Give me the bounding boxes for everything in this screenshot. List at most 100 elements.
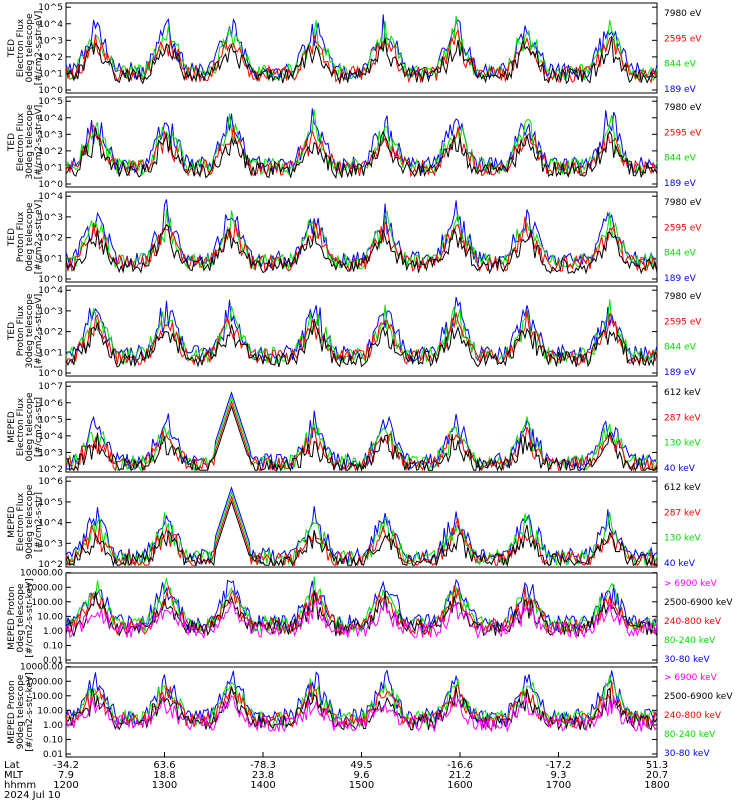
ytick-label: 1.00 <box>43 627 63 637</box>
series-trace-black <box>65 318 658 368</box>
ytick-label: 0.10 <box>43 641 63 651</box>
xtick-lat: 63.6 <box>153 760 175 771</box>
panel-8: 0.01 0.10 1.00 10.00 100.00 1000.00 10000.00ME… <box>7 663 733 760</box>
ytick-label: 10^4 <box>38 286 63 296</box>
ytick-label: 10^3 <box>38 539 63 549</box>
ylabel-line: TED <box>7 133 17 152</box>
ytick-label: 10^5 <box>38 97 63 107</box>
ytick-label: 10000.00 <box>20 663 63 673</box>
ytick-label: 10^4 <box>38 114 63 124</box>
xtick-lat: 51.3 <box>646 760 668 771</box>
legend-green: 844 eV <box>664 343 697 353</box>
ylabel-line: [#/cm2-s-str-keV] <box>25 672 35 751</box>
xtick-hhmm: 1800 <box>644 780 669 791</box>
ytick-label: 10^3 <box>38 307 63 317</box>
ylabel-line: MEPED Proton <box>7 680 17 743</box>
legend-green: 844 eV <box>664 60 697 70</box>
ytick-label: 10^1 <box>38 163 63 173</box>
ytick-label: 10^2 <box>38 147 63 157</box>
legend-green: 844 eV <box>664 249 697 259</box>
xaxis-row-label-mlt: MLT <box>4 770 24 781</box>
ylabel-line: 0deg telescope <box>16 583 26 653</box>
legend-black: 7980 eV <box>664 292 702 302</box>
ylabel-line: Proton Flux <box>16 211 26 262</box>
xtick-mlt: 9.3 <box>551 770 567 781</box>
ytick-label: 10^0 <box>38 369 63 379</box>
ytick-label: 100.00 <box>32 692 64 702</box>
series-trace-magenta <box>65 600 658 640</box>
ylabel-line: TED <box>7 228 17 247</box>
xtick-hhmm: 1600 <box>447 780 472 791</box>
series-trace-red <box>65 585 658 636</box>
legend-black: 2500-6900 keV <box>664 598 733 608</box>
series-trace-black <box>65 36 658 85</box>
ylabel-line: [#/cm2-s-str-eV] <box>34 11 44 86</box>
series-trace-black <box>65 499 657 568</box>
legend-red: 287 keV <box>664 508 701 518</box>
legend-green: 130 keV <box>664 534 701 544</box>
ytick-label: 1000.00 <box>26 583 63 593</box>
series-trace-green <box>65 209 658 271</box>
xtick-hhmm: 1700 <box>546 780 571 791</box>
legend-green: 844 eV <box>664 154 697 164</box>
ytick-label: 0.01 <box>43 750 63 760</box>
xtick-lat: -16.6 <box>447 760 473 771</box>
ytick-label: 10^2 <box>38 53 63 63</box>
ytick-label: 10^7 <box>38 382 63 392</box>
legend-red: 240-800 keV <box>664 711 722 721</box>
series-trace-blue <box>65 391 658 471</box>
ytick-label: 10^6 <box>38 477 63 487</box>
series-trace-black <box>65 590 658 638</box>
legend-black: 2500-6900 keV <box>664 692 733 702</box>
ytick-label: 10^5 <box>38 498 63 508</box>
xtick-hhmm: 1300 <box>152 780 177 791</box>
panel-3: 10^0 10^1 10^2 10^3 10^4 TED Proton Flux 0deg t… <box>7 191 702 285</box>
ytick-label: 10^0 <box>38 86 63 96</box>
series-trace-green <box>65 490 658 568</box>
ylabel-line: MEPED Proton <box>7 586 17 649</box>
xtick-lat: -78.3 <box>250 760 276 771</box>
panel-5: 10^2 10^3 10^4 10^5 10^6 10^7 MEPED Electron Fl… <box>7 381 701 475</box>
ylabel-line: TED <box>7 39 17 58</box>
ytick-label: 10^4 <box>38 20 63 30</box>
ytick-label: 1.00 <box>43 721 63 731</box>
legend-blue: 30-80 keV <box>664 749 710 759</box>
ylabel-line: MEPED <box>7 411 17 443</box>
ytick-label: 10^1 <box>38 69 63 79</box>
ylabel-line: 30deg telescope <box>25 104 35 179</box>
panel-2: 10^0 10^1 10^2 10^3 10^4 10^5 TED Electron Flux… <box>7 96 702 190</box>
panel-6: 10^2 10^3 10^4 10^5 10^6 MEPED Electron Flux 90… <box>7 476 701 570</box>
xaxis-row-label-hhmm: hhmm <box>4 780 36 791</box>
legend-black: 7980 eV <box>664 9 702 19</box>
ytick-label: 10^6 <box>38 399 63 409</box>
ytick-label: 10^3 <box>38 130 63 140</box>
plot-frame <box>65 285 658 377</box>
panel-7: 0.01 0.10 1.00 10.00 100.00 1000.00 10000.00ME… <box>7 569 733 666</box>
ylabel-line: Electron Flux <box>16 492 26 551</box>
xtick-mlt: 23.8 <box>252 770 274 781</box>
ylabel-line: Electron Flux <box>16 18 26 77</box>
legend-red: 2595 eV <box>664 34 702 44</box>
legend-blue: 189 eV <box>664 179 697 189</box>
legend-black: 7980 eV <box>664 103 702 113</box>
xtick-mlt: 9.6 <box>354 770 370 781</box>
ylabel-line: [#/cm2-s-str] <box>34 492 44 552</box>
xaxis-date: 2024 Jul 10 <box>4 790 61 800</box>
ytick-label: 10^4 <box>38 432 63 442</box>
ytick-label: 10^2 <box>38 234 63 244</box>
ytick-label: 10.00 <box>37 612 63 622</box>
ytick-label: 10^0 <box>38 275 63 285</box>
series-trace-black <box>65 127 658 180</box>
xtick-mlt: 7.9 <box>58 770 74 781</box>
legend-black: 612 keV <box>664 388 701 398</box>
legend-red: 287 keV <box>664 413 701 423</box>
ylabel-line: 90deg telescope <box>25 484 35 559</box>
series-trace-red <box>65 495 658 567</box>
xaxis-row-label-lat: Lat <box>4 760 20 771</box>
series-trace-magenta <box>65 695 658 733</box>
legend-blue: 40 keV <box>664 464 696 474</box>
ylabel-line: [#/cm2-s-str-keV] <box>25 578 35 657</box>
ylabel-line: Proton Flux <box>16 305 26 356</box>
ylabel-line: TED <box>7 322 17 341</box>
